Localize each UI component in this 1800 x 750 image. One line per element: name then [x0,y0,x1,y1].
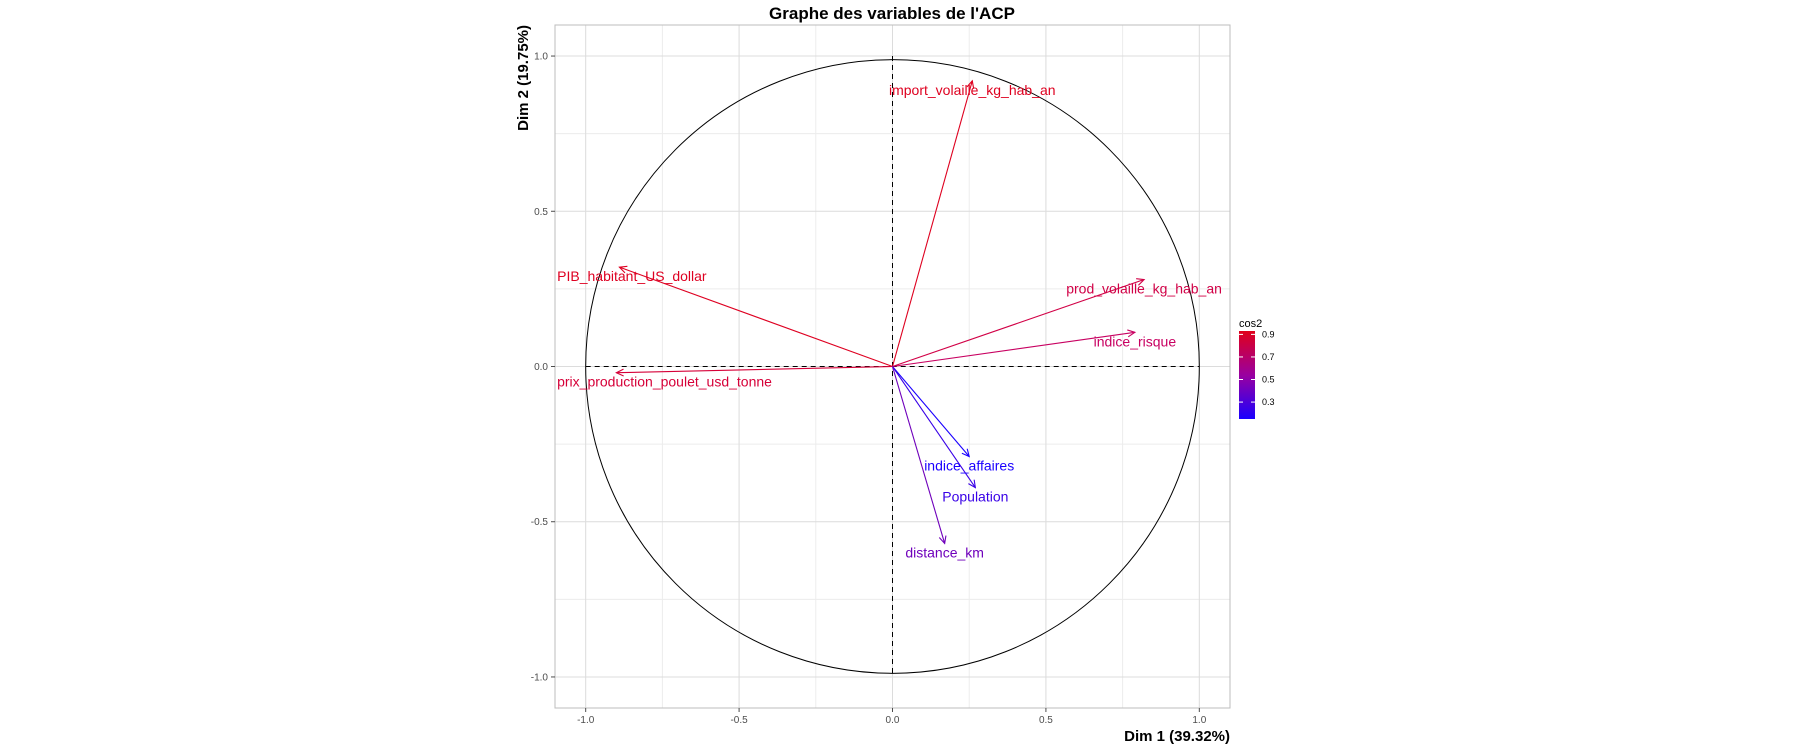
label-prix-production-poulet-usd-tonne: prix_production_poulet_usd_tonne [557,374,772,390]
y-axis-title: Dim 2 (19.75%) [515,25,532,131]
legend-tick-label: 0.3 [1262,397,1275,407]
legend-title: cos2 [1239,318,1262,330]
label-prod-volaille-kg-hab-an: prod_volaille_kg_hab_an [1066,281,1222,297]
x-tick-label: 0.5 [1039,715,1053,726]
x-tick-label: 0.0 [886,715,900,726]
label-distance-km: distance_km [905,544,984,560]
x-tick-label: -0.5 [730,715,748,726]
arrow-prix-production-poulet-usd-tonne [615,365,893,377]
arrow-pib-habitant-us-dollar [618,265,893,368]
label-population: Population [942,489,1008,505]
arrow-indice-risque [892,329,1137,368]
legend-ticks: 0.9 0.7 0.5 0.3 [1239,329,1275,407]
label-indice-affaires: indice_affaires [924,458,1014,474]
y-tick-label: 0.0 [534,362,548,373]
variable-labels: import_volaille_kg_hab_an PIB_habitant_US… [557,82,1222,561]
y-tick-label: 0.5 [534,207,548,218]
x-tick-label: 1.0 [1192,715,1206,726]
arrow-import-volaille-kg-hab-an [891,79,975,367]
label-pib-habitant-us-dollar: PIB_habitant_US_dollar [557,268,707,284]
legend-tick-label: 0.5 [1262,375,1275,385]
y-axis-ticks: -1.0 -0.5 0.0 0.5 1.0 [531,52,555,683]
arrow-indice-affaires [892,366,971,458]
y-tick-label: 1.0 [534,52,548,63]
y-tick-label: -0.5 [531,517,549,528]
legend-tick-label: 0.7 [1262,352,1275,362]
legend-colorbar [1239,331,1255,419]
chart-title: Graphe des variables de l'ACP [769,4,1015,23]
y-tick-label: -1.0 [531,672,549,683]
cos2-legend: cos2 0.9 0.7 0.5 0.3 [1239,318,1275,419]
x-tick-label: -1.0 [577,715,595,726]
arrow-population [892,366,977,489]
label-indice-risque: indice_risque [1094,333,1177,349]
x-axis-ticks: -1.0 -0.5 0.0 0.5 1.0 [577,708,1207,726]
variable-arrows [615,79,1146,545]
legend-tick-label: 0.9 [1262,329,1275,339]
label-import-volaille-kg-hab-an: import_volaille_kg_hab_an [889,82,1056,98]
x-axis-title: Dim 1 (39.32%) [1124,728,1230,745]
arrow-prod-volaille-kg-hab-an [892,278,1146,368]
arrow-distance-km [891,366,947,545]
